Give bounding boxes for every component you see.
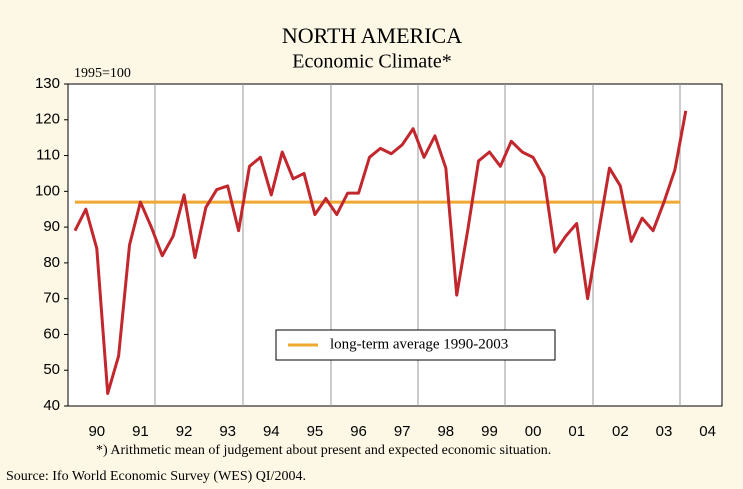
x-tick-label: 99 <box>481 423 498 440</box>
y-tick-label: 130 <box>35 75 60 92</box>
x-tick-label: 93 <box>219 423 236 440</box>
x-tick-label: 01 <box>568 423 585 440</box>
y-tick-label: 80 <box>43 254 60 271</box>
x-tick-label: 90 <box>88 423 105 440</box>
legend-box <box>275 329 556 361</box>
y-tick-label: 120 <box>35 111 60 128</box>
y-tick-label: 50 <box>43 361 60 378</box>
y-tick-label: 100 <box>35 182 60 199</box>
y-axis-label: 1995=100 <box>74 66 131 81</box>
x-tick-label: 02 <box>612 423 629 440</box>
source: Source: Ifo World Economic Survey (WES) … <box>6 469 306 484</box>
chart-subtitle: Economic Climate* <box>292 51 451 73</box>
separators <box>154 84 681 406</box>
y-tick-label: 60 <box>43 325 60 342</box>
x-tick-label: 92 <box>176 423 193 440</box>
x-tick-label: 98 <box>437 423 454 440</box>
y-tick-label: 40 <box>43 397 60 414</box>
series-line <box>73 110 688 395</box>
x-tick-label: 00 <box>525 423 542 440</box>
y-tick-label: 90 <box>43 218 60 235</box>
chart-title: NORTH AMERICA <box>282 23 462 48</box>
x-tick-label: 97 <box>394 423 411 440</box>
x-tick-label: 95 <box>307 423 324 440</box>
legend-label: long-term average 1990-2003 <box>330 336 508 352</box>
x-tick-label: 91 <box>132 423 149 440</box>
y-tick-label: 70 <box>43 290 60 307</box>
y-tick-label: 110 <box>36 147 60 164</box>
x-tick-label: 04 <box>699 423 716 440</box>
x-tick-label: 94 <box>263 423 280 440</box>
x-tick-label: 96 <box>350 423 367 440</box>
x-tick-label: 03 <box>656 423 673 440</box>
footnote: *) Arithmetic mean of judgement about pr… <box>96 443 551 458</box>
